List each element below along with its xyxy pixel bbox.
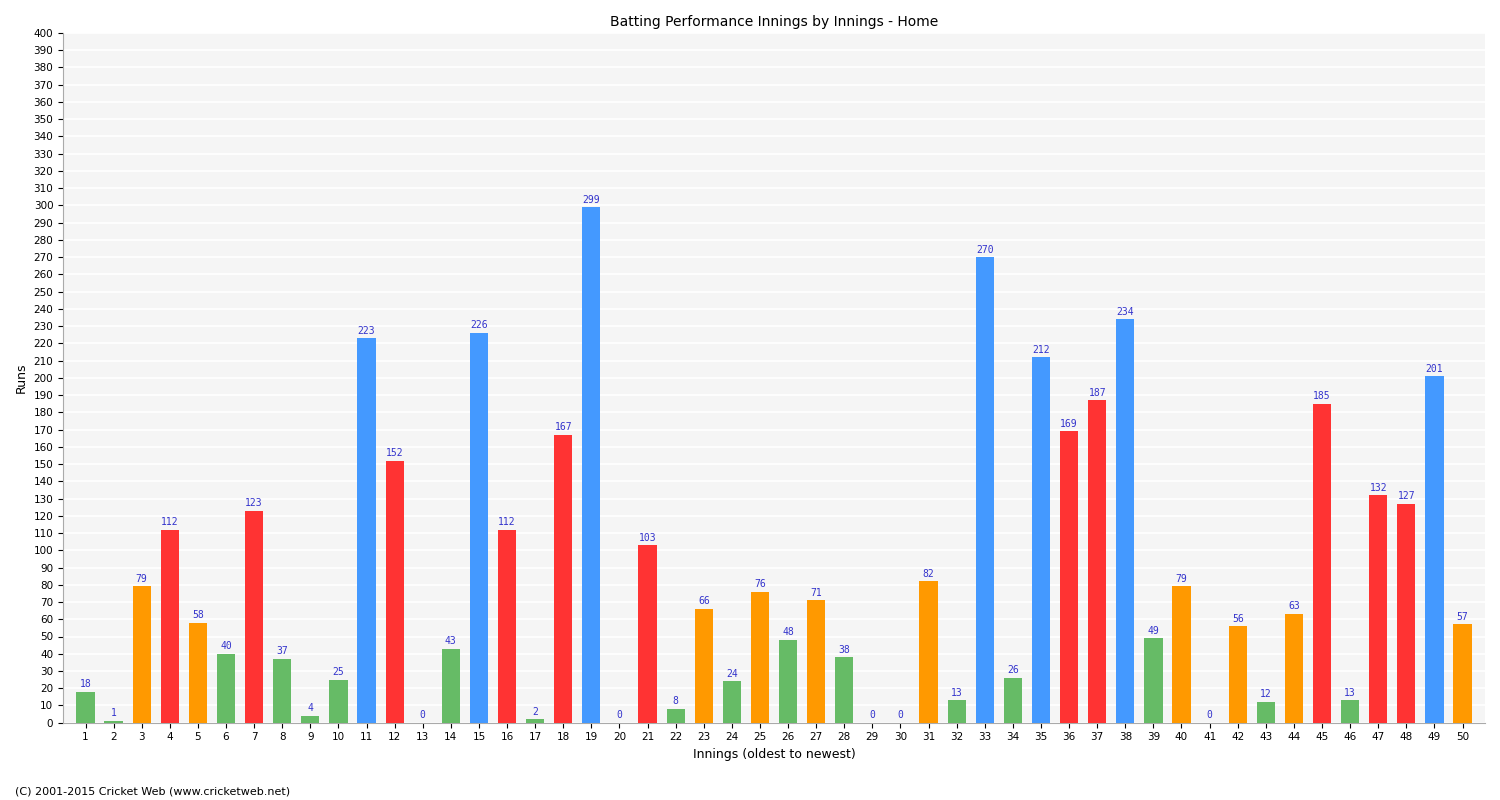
Text: 26: 26 [1007, 666, 1019, 675]
Text: 38: 38 [839, 645, 850, 654]
Text: 212: 212 [1032, 345, 1050, 354]
Bar [386, 461, 404, 722]
Text: 66: 66 [698, 596, 709, 606]
Text: 56: 56 [1232, 614, 1244, 623]
Text: 4: 4 [308, 703, 314, 714]
Bar [1088, 400, 1107, 722]
Bar [189, 622, 207, 722]
Text: 82: 82 [922, 569, 934, 578]
Text: 0: 0 [897, 710, 903, 720]
Y-axis label: Runs: Runs [15, 362, 28, 393]
Text: 1: 1 [111, 709, 117, 718]
Text: 58: 58 [192, 610, 204, 620]
Text: 0: 0 [1206, 710, 1212, 720]
Bar [836, 657, 854, 722]
Text: 48: 48 [782, 627, 794, 638]
Bar [470, 333, 488, 722]
Text: 270: 270 [976, 245, 993, 254]
Bar [1312, 404, 1330, 722]
Bar [639, 545, 657, 722]
Bar [1004, 678, 1022, 722]
Bar [666, 709, 686, 722]
Bar [526, 719, 544, 722]
Bar [330, 680, 348, 722]
Bar [1341, 700, 1359, 722]
Bar [1060, 431, 1078, 722]
Text: 201: 201 [1425, 363, 1443, 374]
Bar [778, 640, 796, 722]
Bar [441, 649, 460, 722]
Bar [723, 682, 741, 722]
Bar [975, 257, 994, 722]
Text: 24: 24 [726, 669, 738, 678]
Bar [1370, 495, 1388, 722]
Text: 71: 71 [810, 588, 822, 598]
Text: 79: 79 [1176, 574, 1188, 584]
Bar [105, 721, 123, 722]
Text: 13: 13 [951, 688, 963, 698]
Bar [694, 609, 712, 722]
Bar [920, 582, 938, 722]
Text: 8: 8 [672, 696, 678, 706]
Text: 57: 57 [1456, 612, 1468, 622]
Bar [76, 692, 94, 722]
Bar [1228, 626, 1246, 722]
Text: 49: 49 [1148, 626, 1160, 636]
Text: 299: 299 [582, 194, 600, 205]
Bar [1173, 586, 1191, 722]
Text: 13: 13 [1344, 688, 1356, 698]
Text: 223: 223 [357, 326, 375, 335]
Bar [554, 434, 573, 722]
Bar [132, 586, 152, 722]
Bar [752, 592, 770, 722]
Bar [244, 510, 264, 722]
Title: Batting Performance Innings by Innings - Home: Batting Performance Innings by Innings -… [610, 15, 938, 29]
Bar [1454, 625, 1472, 722]
Bar [582, 207, 600, 722]
Bar [217, 654, 236, 722]
Bar [1032, 357, 1050, 722]
Bar [1116, 319, 1134, 722]
Text: 152: 152 [386, 448, 404, 458]
Bar [948, 700, 966, 722]
Text: 12: 12 [1260, 690, 1272, 699]
Bar [1425, 376, 1443, 722]
Text: 127: 127 [1398, 491, 1414, 501]
Bar [273, 659, 291, 722]
Bar [1286, 614, 1304, 722]
Text: 79: 79 [136, 574, 147, 584]
Text: 103: 103 [639, 533, 657, 542]
Text: 37: 37 [276, 646, 288, 656]
Text: 123: 123 [246, 498, 262, 508]
Text: 0: 0 [870, 710, 876, 720]
Text: (C) 2001-2015 Cricket Web (www.cricketweb.net): (C) 2001-2015 Cricket Web (www.cricketwe… [15, 786, 290, 796]
Bar [302, 716, 320, 722]
Bar [357, 338, 375, 722]
Text: 0: 0 [616, 710, 622, 720]
Bar [1257, 702, 1275, 722]
Text: 132: 132 [1370, 482, 1388, 493]
Bar [1144, 638, 1162, 722]
Text: 169: 169 [1060, 418, 1078, 429]
Bar [807, 600, 825, 722]
Text: 185: 185 [1312, 391, 1330, 401]
Text: 76: 76 [754, 579, 766, 589]
Text: 18: 18 [80, 679, 92, 689]
Text: 226: 226 [470, 321, 488, 330]
Text: 2: 2 [532, 706, 538, 717]
Text: 167: 167 [555, 422, 572, 432]
X-axis label: Innings (oldest to newest): Innings (oldest to newest) [693, 748, 855, 761]
Bar [498, 530, 516, 722]
Text: 40: 40 [220, 641, 232, 651]
Text: 234: 234 [1116, 306, 1134, 317]
Text: 112: 112 [160, 517, 178, 527]
Text: 63: 63 [1288, 602, 1300, 611]
Bar [1396, 504, 1416, 722]
Text: 25: 25 [333, 667, 345, 677]
Text: 112: 112 [498, 517, 516, 527]
Text: 43: 43 [446, 636, 456, 646]
Text: 187: 187 [1089, 388, 1106, 398]
Bar [160, 530, 178, 722]
Text: 0: 0 [420, 710, 426, 720]
